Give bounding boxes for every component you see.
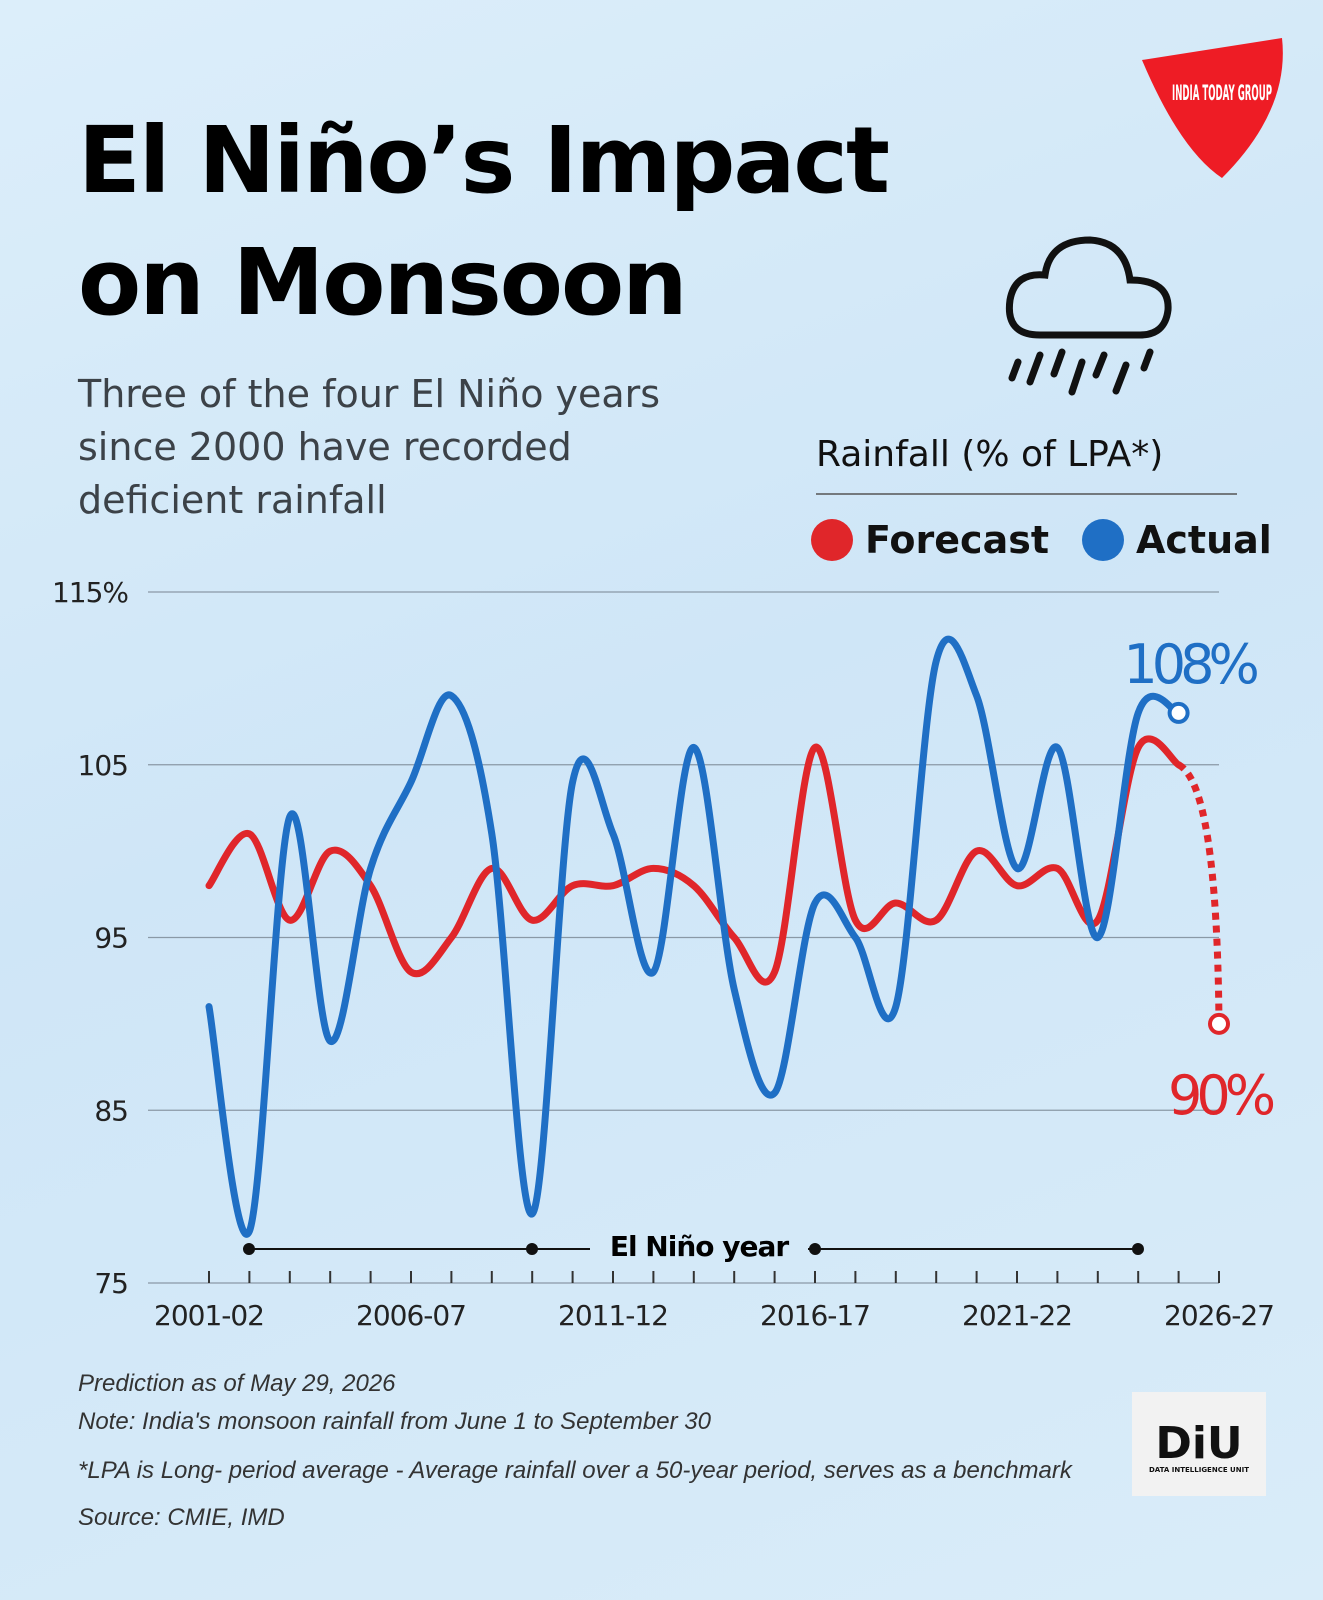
note: *LPA is Long- period average - Average r… (78, 1457, 1072, 1484)
brand-logo (1142, 38, 1283, 178)
legend-label: Actual (1136, 518, 1272, 562)
y-tick-label: 95 (94, 922, 128, 955)
series-line (205, 635, 1183, 1238)
x-tick-label: 2006-07 (356, 1299, 466, 1332)
x-tick-label: 2021-22 (962, 1299, 1072, 1332)
x-tick-label: 2011-12 (558, 1299, 668, 1332)
note: Source: CMIE, IMD (78, 1504, 285, 1531)
y-tick-label: 105 (78, 749, 128, 782)
legend-title: Rainfall (% of LPA*) (816, 434, 1164, 475)
brand-text: INDIA TODAY GROUP (1172, 81, 1272, 105)
footer-logo-name: DiU (1155, 1418, 1242, 1469)
x-tick-label: 2001-02 (154, 1299, 264, 1332)
note: Prediction as of May 29, 2026 (78, 1370, 396, 1397)
series-line (205, 735, 1183, 986)
el-nino-markers (243, 1243, 1144, 1255)
legend-swatch (1082, 519, 1124, 561)
legend-swatch (811, 519, 853, 561)
series-line-dotted (1176, 761, 1223, 1024)
end-marker (1167, 701, 1190, 724)
y-tick-label: 75 (94, 1267, 128, 1300)
legend-label: Forecast (865, 518, 1049, 562)
footer-logo-subtitle: DATA INTELLIGENCE UNIT (1149, 1466, 1249, 1474)
cloud-icon (1005, 236, 1172, 396)
data-label: 108% (1123, 633, 1257, 696)
x-tick-label: 2016-17 (760, 1299, 870, 1332)
chart-title: El Niño’s Impact on Monsoon (78, 107, 890, 336)
x-tick-label: 2026-27 (1164, 1299, 1274, 1332)
y-tick-label: 115% (52, 576, 128, 609)
data-label: 90% (1168, 1064, 1274, 1127)
chart-subtitle: Three of the four El Niño years since 20… (78, 372, 661, 522)
y-tick-label: 85 (94, 1094, 128, 1127)
note: Note: India's monsoon rainfall from June… (78, 1408, 711, 1435)
end-marker (1208, 1012, 1230, 1035)
annotation: El Niño year (610, 1230, 790, 1263)
footer-logo (1132, 1392, 1266, 1496)
